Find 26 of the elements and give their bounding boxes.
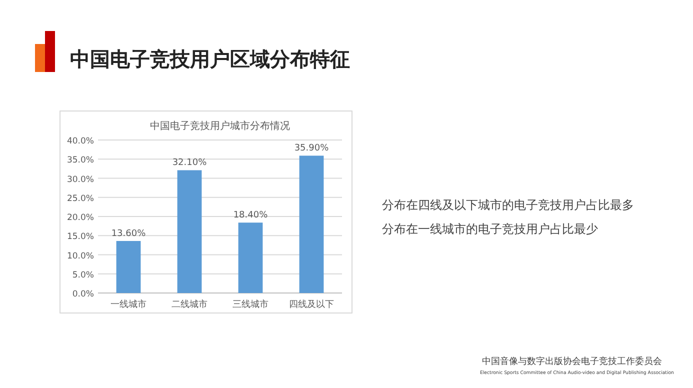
y-tick-label: 35.0% [66, 156, 94, 166]
bar [299, 156, 324, 293]
data-label: 35.90% [294, 144, 330, 154]
y-tick-label: 20.0% [66, 213, 94, 223]
data-label: 32.10% [172, 158, 208, 168]
y-tick-label: 15.0% [66, 232, 94, 242]
x-tick-label: 一线城市 [110, 299, 146, 310]
x-tick-label: 二线城市 [172, 299, 208, 310]
bar [238, 222, 263, 293]
chart-subtitle: 中国电子竞技用户城市分布情况 [150, 120, 290, 132]
text: 分布在一线城市的电子竞技用户占比最少 [382, 222, 598, 236]
y-tick-label: 10.0% [66, 251, 94, 262]
chart-title: 中国电子竞技用户区域分布特征 [70, 47, 350, 71]
bar [177, 170, 202, 293]
y-tick-label: 25.0% [66, 194, 94, 204]
bar [116, 240, 141, 293]
y-tick-label: 0.0% [72, 290, 94, 300]
text: 中国音像与数字出版协会电子竞技工作委员会 [482, 356, 662, 367]
y-tick-label: 5.0% [72, 270, 94, 280]
y-tick-label: 30.0% [66, 174, 94, 185]
text: 分布在四线及以下城市的电子竞技用户占比最多 [382, 198, 634, 212]
y-tick-label: 40.0% [66, 136, 94, 146]
x-tick-label: 三线城市 [232, 299, 268, 310]
data-label: 13.60% [111, 228, 146, 239]
data-label: 18.40% [233, 210, 268, 221]
x-tick-label: 四线及以下 [289, 299, 334, 310]
